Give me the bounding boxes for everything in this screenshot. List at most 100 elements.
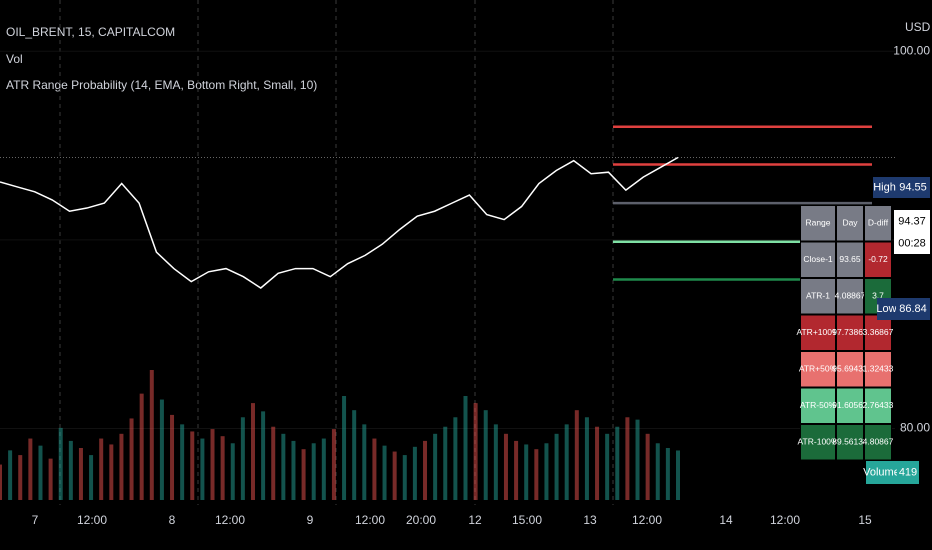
x-tick-label: 12 bbox=[468, 513, 482, 527]
volume-bar bbox=[281, 433, 286, 500]
volume-bar bbox=[463, 396, 468, 500]
table-cell-text: -0.72 bbox=[868, 254, 888, 264]
volume-bar bbox=[119, 433, 124, 500]
volume-bar bbox=[200, 438, 205, 500]
table-cell-text: Close-1 bbox=[803, 254, 833, 264]
table-cell bbox=[800, 424, 836, 461]
x-tick-label: 12:00 bbox=[770, 513, 800, 527]
x-tick-label: 15:00 bbox=[512, 513, 542, 527]
volume-bar bbox=[584, 417, 589, 500]
high-value-box bbox=[896, 177, 930, 198]
volume-bar bbox=[595, 426, 600, 500]
table-cell bbox=[836, 424, 864, 461]
volume-bar bbox=[48, 458, 53, 500]
table-cell bbox=[836, 278, 864, 315]
table-cell-text: ATR-50% bbox=[800, 400, 837, 410]
table-cell-text: 2.76433 bbox=[863, 400, 894, 410]
volume-bar bbox=[382, 445, 387, 500]
currency: USD bbox=[905, 20, 931, 34]
volume-bar bbox=[564, 424, 569, 500]
indicator-title: ATR Range Probability (14, EMA, Bottom R… bbox=[6, 78, 317, 92]
high-label-box bbox=[873, 177, 896, 198]
volume-value-box bbox=[897, 461, 919, 484]
last-value: 94.37 bbox=[898, 215, 926, 227]
volume-bar bbox=[149, 370, 154, 500]
volume-bar bbox=[574, 410, 579, 500]
high-label: High bbox=[873, 181, 896, 193]
table-cell bbox=[864, 205, 892, 242]
table-cell bbox=[836, 205, 864, 242]
volume-bar bbox=[362, 424, 367, 500]
table-cell-text: 3.36867 bbox=[863, 327, 894, 337]
volume-bar bbox=[544, 443, 549, 500]
countdown: 00:28 bbox=[898, 237, 926, 249]
table-cell bbox=[800, 278, 836, 315]
low-label: Low bbox=[876, 303, 896, 315]
table-cell bbox=[800, 351, 836, 388]
volume-bar bbox=[483, 410, 488, 500]
volume-label-box bbox=[866, 461, 897, 484]
volume-bar bbox=[625, 417, 630, 500]
low-value-box bbox=[896, 298, 930, 320]
volume-bar bbox=[605, 433, 610, 500]
volume-title: Vol bbox=[6, 52, 23, 66]
volume-bar bbox=[676, 450, 680, 500]
volume-bar bbox=[331, 429, 336, 500]
volume-bar bbox=[190, 431, 195, 500]
volume-bar bbox=[210, 429, 215, 500]
volume-bar bbox=[655, 443, 660, 500]
volume-bar bbox=[170, 414, 175, 500]
volume-bar bbox=[99, 438, 104, 500]
volume-bar bbox=[554, 433, 559, 500]
y-tick-label: 80.00 bbox=[900, 421, 930, 435]
x-tick-label: 20:00 bbox=[406, 513, 436, 527]
volume-bar bbox=[38, 445, 43, 500]
volume-bar bbox=[524, 444, 529, 500]
volume-bar bbox=[342, 396, 347, 500]
volume-bar bbox=[635, 419, 640, 500]
volume-bar bbox=[493, 424, 498, 500]
volume-value: 419 bbox=[899, 466, 917, 478]
volume-bar bbox=[423, 440, 428, 500]
volume-bar bbox=[321, 438, 326, 500]
volume-bar bbox=[18, 455, 23, 500]
x-tick-label: 12:00 bbox=[355, 513, 385, 527]
volume-bar bbox=[78, 448, 83, 500]
table-cell-text: ATR-100% bbox=[798, 437, 839, 447]
volume-bar bbox=[311, 443, 316, 500]
volume-bar bbox=[58, 427, 63, 500]
y-tick-label: 100.00 bbox=[893, 43, 930, 57]
volume-bar bbox=[261, 411, 266, 500]
table-cell-text: ATR-1 bbox=[806, 291, 830, 301]
table-cell bbox=[864, 314, 892, 351]
volume-bar bbox=[534, 449, 539, 500]
table-cell bbox=[864, 387, 892, 424]
volume-bar bbox=[0, 464, 2, 500]
table-cell-text: 89.56133 bbox=[832, 437, 868, 447]
table-cell-text: ATR+50% bbox=[799, 364, 838, 374]
volume-bar bbox=[129, 418, 134, 500]
table-cell bbox=[800, 314, 836, 351]
volume-bar bbox=[453, 417, 458, 500]
table-cell-text: 4.80867 bbox=[863, 437, 894, 447]
volume-bar bbox=[230, 443, 235, 500]
volume-bar bbox=[271, 426, 276, 500]
volume-bar bbox=[250, 403, 255, 500]
volume-bar bbox=[443, 426, 448, 500]
volume-bar bbox=[412, 446, 417, 500]
table-cell bbox=[836, 314, 864, 351]
volume-bar bbox=[615, 426, 620, 500]
x-tick-label: 15 bbox=[858, 513, 872, 527]
volume-bar bbox=[514, 440, 519, 500]
table-cell-text: 1.32433 bbox=[863, 364, 894, 374]
table-cell bbox=[864, 351, 892, 388]
table-cell-text: 93.65 bbox=[839, 254, 861, 264]
symbol-title: OIL_BRENT, 15, CAPITALCOM bbox=[6, 25, 175, 39]
table-cell-text: 97.73867 bbox=[832, 327, 868, 337]
x-tick-label: 12:00 bbox=[77, 513, 107, 527]
countdown-box bbox=[894, 233, 930, 254]
volume-bar bbox=[139, 393, 144, 500]
volume-bar bbox=[352, 410, 357, 500]
volume-bar bbox=[392, 451, 397, 500]
